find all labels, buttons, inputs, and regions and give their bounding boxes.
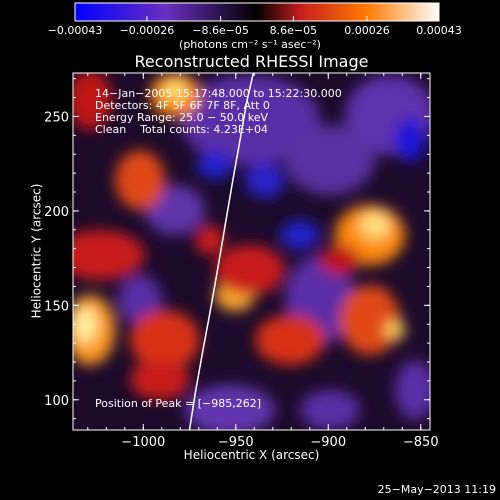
x-tick-label: −850 <box>403 435 439 450</box>
colorbar-tick-label: −0.00026 <box>120 24 175 37</box>
solar-limb-line <box>188 73 255 430</box>
colorbar-tick-label: 0.00026 <box>344 24 390 37</box>
annotation-energy-range: Energy Range: 25.0 − 50.0 keV <box>95 111 269 124</box>
heatmap-image <box>73 73 430 430</box>
annotation-clean-counts: Clean Total counts: 4.23E+04 <box>95 123 269 136</box>
colorbar-tick-label: −8.6e−05 <box>192 24 249 37</box>
y-tick-label: 200 <box>44 205 69 220</box>
colorbar-tick-label: −0.00043 <box>48 24 103 37</box>
colorbar <box>74 2 440 22</box>
annotation-detectors: Detectors: 4F 5F 6F 7F 8F, Att 0 <box>95 99 270 112</box>
colorbar-units: (photons cm⁻² s⁻¹ asec⁻²) <box>179 38 321 51</box>
x-axis-label: Heliocentric X (arcsec) <box>183 448 320 462</box>
colorbar-tick-label: 0.00043 <box>416 24 462 37</box>
colorbar-area: −0.00043 −0.00026 −8.6e−05 8.6e−05 0.00026 0.… <box>48 2 462 37</box>
chart-title: Reconstructed RHESSI Image <box>134 52 369 71</box>
x-tick-label: −1000 <box>121 435 165 450</box>
colorbar-ticks: −0.00043 −0.00026 −8.6e−05 8.6e−05 0.00026 0.… <box>48 16 462 37</box>
y-axis-label: Heliocentric Y (arcsec) <box>29 183 44 319</box>
x-axis-ticks: −1000 −950 −900 −850 <box>87 73 439 450</box>
y-tick-label: 150 <box>44 299 69 314</box>
y-axis-ticks: 100 150 200 250 <box>44 78 430 420</box>
y-tick-label: 100 <box>44 394 69 409</box>
x-tick-label: −950 <box>218 435 254 450</box>
y-tick-label: 250 <box>44 110 69 125</box>
plot-frame <box>72 72 431 431</box>
footer-timestamp: 25−May−2013 11:19 <box>377 483 496 496</box>
colorbar-tick-label: 8.6e−05 <box>270 24 317 37</box>
x-tick-label: −900 <box>310 435 346 450</box>
annotation-time-range: 14−Jan−2005 15:17:48.000 to 15:22:30.000 <box>95 87 342 100</box>
annotation-peak-position: Position of Peak = [−985,262] <box>95 397 262 410</box>
